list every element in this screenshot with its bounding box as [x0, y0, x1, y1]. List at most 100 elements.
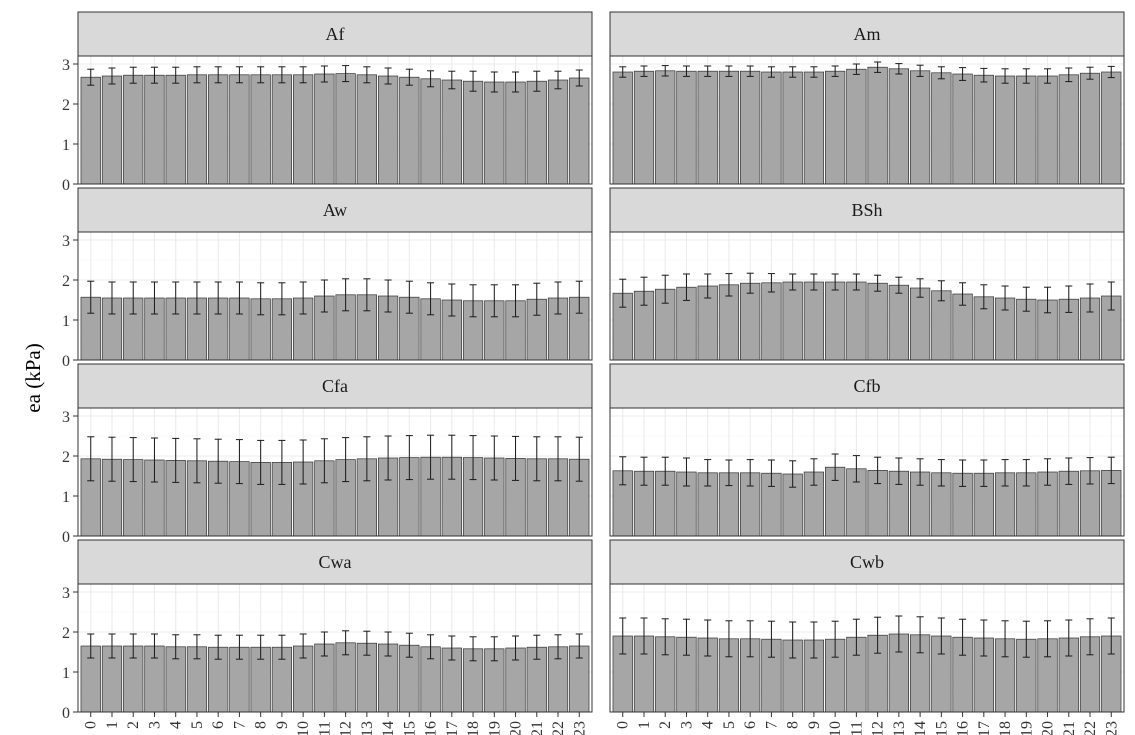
y-tick-label: 1 — [62, 665, 70, 682]
error-bar-hour-11 — [320, 65, 328, 83]
error-bar-hour-14 — [916, 64, 924, 77]
bar-hour-15 — [399, 76, 420, 185]
bar-hour-9 — [271, 74, 293, 185]
error-bar-hour-3 — [150, 437, 158, 483]
error-bar-hour-14 — [916, 278, 924, 298]
error-bar-hour-17 — [448, 434, 456, 480]
error-bar-hour-22 — [554, 70, 562, 90]
error-bar-hour-22 — [554, 436, 562, 482]
error-bar-hour-21 — [533, 436, 541, 482]
error-bar-hour-11 — [320, 438, 328, 484]
facet-panel-aw: Aw 0 1 2 3 — [62, 187, 593, 370]
x-tick-label: 21 — [529, 721, 546, 735]
bar-hour-5 — [718, 70, 740, 185]
error-bar-hour-9 — [278, 634, 286, 660]
error-bar-hour-2 — [661, 65, 669, 77]
bar-hour-9 — [803, 281, 825, 361]
error-bar-hour-11 — [852, 63, 860, 75]
error-bar-hour-23 — [1107, 65, 1115, 79]
error-bar-hour-8 — [257, 439, 265, 485]
error-bar-hour-2 — [129, 437, 137, 483]
error-bar-hour-6 — [746, 65, 754, 77]
bar-hour-2 — [123, 74, 144, 185]
y-axis-title: ea (kPa) — [21, 343, 45, 412]
x-tick-label: 3 — [146, 721, 163, 729]
panel-bars — [80, 630, 590, 713]
error-bar-hour-5 — [193, 66, 201, 84]
y-tick-label: 2 — [62, 449, 70, 466]
error-bar-hour-5 — [725, 459, 733, 487]
error-bar-hour-10 — [831, 65, 839, 77]
error-bar-hour-19 — [1022, 286, 1030, 312]
error-bar-hour-6 — [214, 438, 222, 484]
bar-hour-12 — [867, 282, 888, 361]
y-axis: 0 1 2 3 — [62, 57, 78, 194]
x-tick-label: 5 — [721, 721, 738, 729]
bar-hour-13 — [888, 68, 909, 185]
error-bar-hour-23 — [575, 69, 583, 87]
panel-border — [609, 583, 1125, 713]
error-bar-hour-14 — [384, 279, 392, 313]
x-tick-label: 6 — [742, 721, 759, 729]
bar-hour-7 — [761, 282, 782, 361]
panel-bars — [80, 278, 590, 361]
error-bar-hour-12 — [342, 278, 350, 312]
y-tick-label: 3 — [62, 233, 70, 250]
error-bar-hour-22 — [554, 281, 562, 315]
error-bar-hour-12 — [874, 456, 882, 485]
error-bar-hour-14 — [384, 435, 392, 481]
error-bar-hour-18 — [1001, 459, 1009, 487]
x-tick-label: 19 — [1018, 721, 1035, 735]
y-tick-label: 0 — [62, 529, 70, 546]
error-bar-hour-11 — [320, 631, 328, 657]
panel-border — [77, 231, 593, 361]
error-bar-hour-21 — [1065, 619, 1073, 657]
facet-strip-label: Am — [854, 24, 881, 44]
error-bar-hour-17 — [980, 619, 988, 657]
x-tick-label: 0 — [615, 721, 632, 729]
x-tick-label: 14 — [380, 721, 397, 735]
x-tick-label: 18 — [465, 721, 482, 735]
error-bar-hour-19 — [490, 284, 498, 318]
error-bar-hour-12 — [874, 274, 882, 292]
error-bar-hour-1 — [640, 276, 648, 306]
error-bar-hour-21 — [533, 70, 541, 92]
x-tick-label: 2 — [125, 721, 142, 729]
x-tick-label: 18 — [997, 721, 1014, 735]
bar-hour-5 — [186, 74, 208, 185]
bar-hour-23 — [569, 77, 590, 185]
bar-hour-10 — [825, 70, 846, 185]
bar-hour-7 — [229, 74, 250, 185]
error-bar-hour-4 — [704, 619, 712, 657]
error-bar-hour-14 — [916, 458, 924, 486]
error-bar-hour-21 — [533, 634, 541, 660]
panel-border — [77, 583, 593, 713]
bar-hour-21 — [1058, 74, 1079, 185]
error-bar-hour-5 — [193, 438, 201, 484]
error-bar-hour-21 — [533, 282, 541, 316]
bar-hour-15 — [931, 72, 952, 185]
y-tick-label: 3 — [62, 57, 70, 74]
error-bar-hour-15 — [405, 435, 413, 481]
error-bar-hour-1 — [640, 65, 648, 77]
error-bar-hour-23 — [1107, 281, 1115, 311]
y-tick-label: 1 — [62, 313, 70, 330]
error-bar-hour-16 — [959, 459, 967, 487]
bar-hour-0 — [612, 71, 633, 185]
y-tick-label: 2 — [62, 625, 70, 642]
facet-strip — [77, 363, 593, 409]
x-tick-label: 1 — [636, 721, 653, 729]
bar-hour-16 — [952, 73, 973, 185]
error-bar-hour-13 — [363, 278, 371, 312]
error-bar-hour-18 — [469, 636, 477, 662]
error-bar-hour-5 — [725, 65, 733, 77]
bar-hour-1 — [101, 75, 123, 185]
error-bar-hour-19 — [490, 71, 498, 93]
x-tick-label: 7 — [763, 721, 780, 729]
error-bar-hour-20 — [1044, 458, 1052, 486]
error-bar-hour-4 — [172, 281, 180, 315]
error-bar-hour-14 — [384, 631, 392, 657]
x-tick-label: 22 — [1082, 721, 1099, 735]
